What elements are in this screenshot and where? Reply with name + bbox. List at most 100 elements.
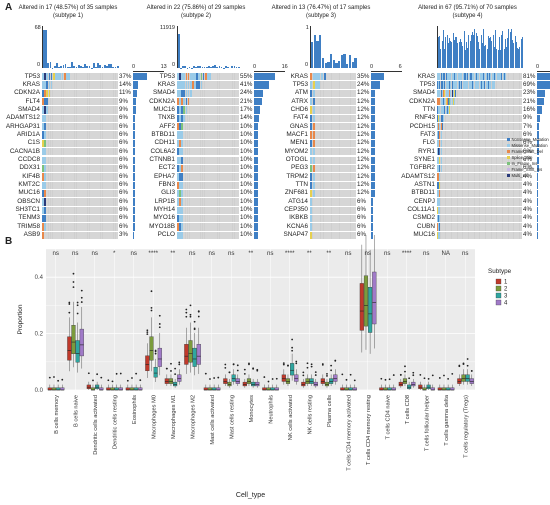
mutation-cell (74, 181, 77, 189)
mutation-cell (514, 98, 516, 106)
mutation-cell (219, 189, 222, 198)
mutation-cell (177, 123, 179, 131)
mutation-cell (109, 181, 112, 189)
mutation-cell (350, 114, 353, 123)
legend-label: 4 (504, 301, 508, 307)
mutation-cell (437, 139, 438, 148)
mutation-cell (183, 231, 186, 239)
mutation-cell (202, 73, 205, 81)
mutation-cell (345, 81, 348, 89)
mutation-cell (177, 189, 179, 198)
mutation-cell (196, 173, 199, 181)
mutation-cell (221, 81, 224, 89)
mutation-cell (328, 89, 332, 98)
mutation-cell (189, 139, 192, 148)
mutation-cell (87, 106, 90, 114)
mutation-cell (496, 106, 498, 114)
mutation-cell (177, 98, 179, 106)
mutation-cell (221, 231, 224, 239)
mutation-cell (484, 89, 486, 98)
gene-label: TP53 (159, 72, 175, 80)
mutation-cell (475, 139, 477, 148)
mutation-cell (213, 123, 216, 131)
mutation-cell (230, 223, 233, 231)
mutation-cell (107, 189, 109, 198)
mutation-cell (506, 131, 508, 139)
mutation-cell (191, 214, 194, 223)
mutation-cell (315, 189, 318, 198)
mutation-cell (107, 214, 109, 223)
mutation-cell (320, 73, 324, 81)
mutation-cell (65, 214, 68, 223)
mutation-cell (65, 173, 68, 181)
mutation-cell (68, 156, 70, 164)
mutation-cell (181, 164, 184, 173)
tmb-bar (473, 34, 475, 68)
mutation-percent: 4% (523, 181, 532, 189)
mutation-cell (481, 131, 483, 139)
subtype-title: Altered in 22 (75.86%) of 29 samples (146, 5, 246, 11)
mutation-cell (204, 98, 207, 106)
mutation-cell (48, 73, 51, 81)
x-tick-label: Neutrophils (268, 395, 274, 424)
mutation-cell (213, 156, 216, 164)
gene-frequency-bar (537, 189, 539, 198)
tmb-bar (329, 54, 333, 68)
mutation-cell (440, 114, 442, 123)
mutation-cell (111, 106, 114, 114)
mutation-cell (196, 98, 199, 106)
mutation-cell (509, 89, 511, 98)
mutation-cell (353, 231, 356, 239)
mutation-cell (455, 139, 457, 148)
tmb-bar (452, 33, 454, 68)
mutation-cell (498, 139, 500, 148)
mutation-cell (48, 223, 51, 231)
mutation-cell (46, 114, 49, 123)
mutation-cell (347, 106, 351, 114)
mutation-row (42, 189, 118, 198)
mutation-cell (109, 223, 112, 231)
mutation-cell (318, 98, 321, 106)
mutation-cell (232, 106, 235, 114)
outlier-point (135, 372, 138, 375)
mutation-cell (310, 164, 313, 173)
mutation-cell (228, 148, 231, 156)
mutation-cell (221, 189, 224, 198)
legend-swatch (507, 138, 510, 142)
mutation-cell (488, 106, 489, 114)
mutation-cell (52, 148, 55, 156)
mutation-cell (468, 89, 470, 98)
mutation-cell (221, 139, 224, 148)
mutation-cell (191, 206, 194, 214)
mutation-cell (236, 214, 239, 223)
mutation-cell (236, 131, 239, 139)
mutation-cell (236, 189, 239, 198)
mutation-cell (98, 214, 101, 223)
mutation-cell (107, 106, 109, 114)
outlier-point (384, 378, 387, 381)
gene-label: LRP1B (154, 197, 175, 205)
mutation-cell (48, 198, 51, 206)
mutation-cell (517, 123, 518, 131)
mutation-cell (200, 223, 203, 231)
mutation-cell (44, 173, 46, 181)
mutation-cell (437, 148, 438, 156)
mutation-cell (42, 148, 44, 156)
mutation-cell (323, 114, 326, 123)
mutation-cell (486, 73, 488, 81)
mutation-cell (483, 98, 484, 106)
gene-label: FAT3 (420, 130, 435, 138)
mutation-cell (221, 181, 224, 189)
mutation-cell (81, 231, 83, 239)
mutation-cell (98, 223, 101, 231)
mutation-cell (505, 81, 506, 89)
mutation-cell (83, 148, 86, 156)
gene-frequency-bar (537, 114, 541, 123)
mutation-cell (215, 73, 218, 81)
mutation-cell (466, 98, 467, 106)
mutation-cell (70, 106, 73, 114)
mutation-cell (228, 189, 231, 198)
tmb-bar (77, 65, 80, 68)
mutation-percent: 6% (119, 222, 128, 230)
mutation-cell (492, 89, 494, 98)
